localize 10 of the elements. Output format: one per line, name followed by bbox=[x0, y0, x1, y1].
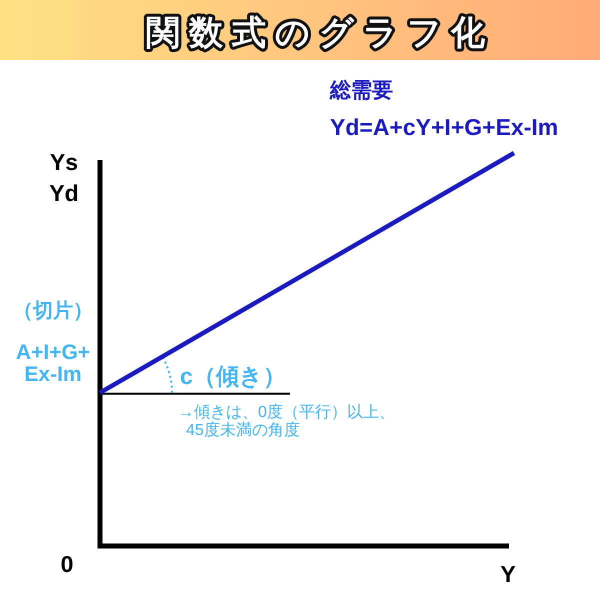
annotation: →傾きは、0度（平行）以上、45度未満の角度 bbox=[178, 403, 395, 439]
y-axis-title: Ys Yd bbox=[49, 149, 79, 206]
text: Yd=A+cY+I+G+Ex-Im bbox=[330, 114, 558, 140]
annotation: c（傾き） bbox=[180, 363, 286, 389]
annotation: A+I+G+ Ex-Im bbox=[16, 341, 90, 386]
chart-title: 関数式のグラフ化 bbox=[146, 14, 494, 52]
x-axis-title: Y bbox=[500, 561, 516, 587]
text: 総需要 bbox=[329, 79, 393, 102]
text: 0 bbox=[60, 551, 74, 577]
annotation: （切片） bbox=[13, 300, 93, 322]
